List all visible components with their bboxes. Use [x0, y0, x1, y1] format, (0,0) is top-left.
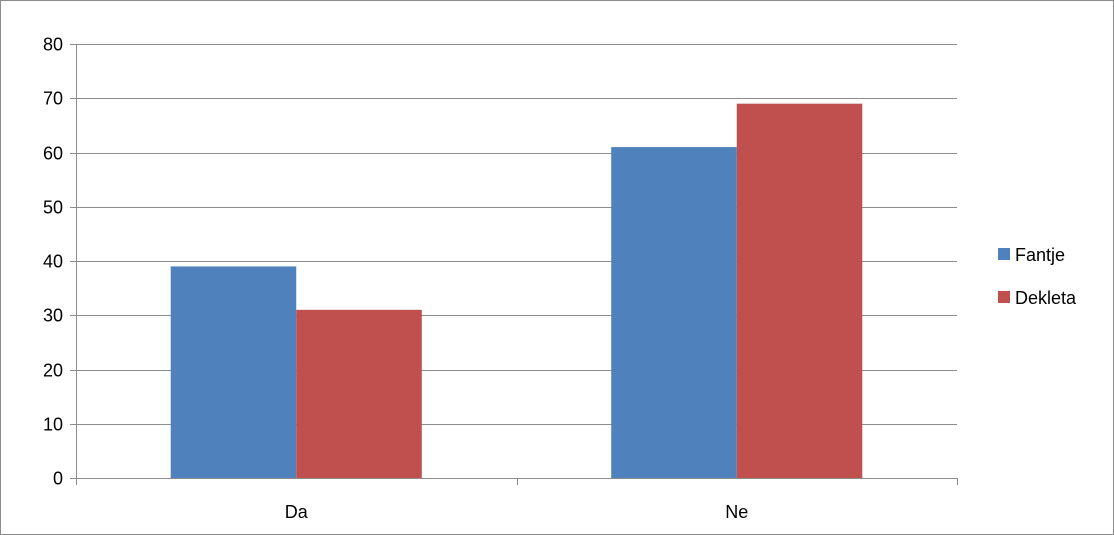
y-tick-label: 50 — [43, 198, 63, 218]
bar-dekleta-da — [296, 310, 422, 478]
y-tick-label: 10 — [43, 415, 63, 435]
x-axis-tick-labels: Da Ne — [285, 502, 749, 522]
x-tick-label: Ne — [725, 502, 748, 522]
y-tick-label: 80 — [43, 35, 63, 55]
y-tick-label: 0 — [53, 469, 63, 489]
y-tick-label: 70 — [43, 89, 63, 109]
legend-swatch — [998, 291, 1010, 303]
x-tick-label: Da — [285, 502, 309, 522]
legend-item-dekleta: Dekleta — [998, 288, 1077, 308]
bars — [171, 104, 863, 478]
legend-label: Dekleta — [1015, 288, 1077, 308]
bar-fantje-ne — [611, 147, 737, 478]
legend: Fantje Dekleta — [998, 245, 1077, 308]
y-tick-label: 20 — [43, 361, 63, 381]
bar-fantje-da — [171, 266, 297, 478]
y-tick-label: 30 — [43, 306, 63, 326]
y-tick-label: 60 — [43, 144, 63, 164]
legend-item-fantje: Fantje — [998, 245, 1065, 265]
y-tick-label: 40 — [43, 252, 63, 272]
bar-dekleta-ne — [737, 104, 863, 478]
y-axis-tick-labels: 0 10 20 30 40 50 60 70 80 — [43, 35, 63, 489]
legend-swatch — [998, 248, 1010, 260]
legend-label: Fantje — [1015, 245, 1065, 265]
